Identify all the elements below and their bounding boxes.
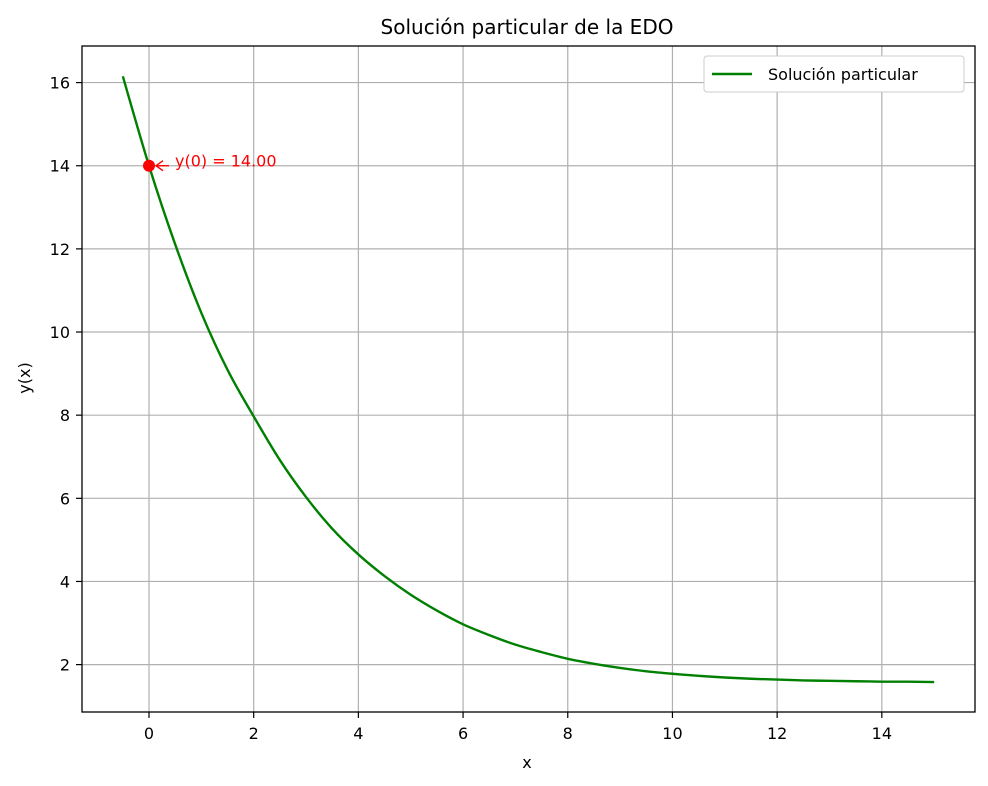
annotation-arrow-head [154, 160, 164, 172]
y-tick-label: 10 [50, 323, 70, 342]
y-tick-label: 12 [50, 240, 70, 259]
y-axis-ticks: 2 4 6 8 10 12 14 16 [50, 74, 82, 675]
x-tick-label: 8 [563, 724, 573, 743]
plot-area: y(0) = 14.00 [81, 45, 976, 713]
x-tick-label: 2 [249, 724, 259, 743]
y-axis-label: y(x) [15, 362, 34, 393]
x-axis-ticks: 0 2 4 6 8 10 12 14 [144, 712, 892, 743]
x-tick-label: 12 [767, 724, 787, 743]
annotation-arrow [154, 160, 170, 172]
x-tick-label: 4 [353, 724, 363, 743]
y-tick-label: 4 [60, 572, 70, 591]
x-tick-label: 10 [662, 724, 682, 743]
y-tick-label: 16 [50, 74, 70, 93]
annotation-label: y(0) = 14.00 [175, 152, 277, 171]
legend-label: Solución particular [768, 65, 918, 84]
x-axis-label: x [522, 753, 531, 772]
y-tick-label: 8 [60, 406, 70, 425]
plot-background [82, 46, 975, 712]
legend: Solución particular [703, 55, 965, 93]
y-tick-label: 6 [60, 489, 70, 508]
series-line-solucion-particular [121, 76, 935, 684]
plot-frame [81, 45, 976, 713]
chart-title: Solución particular de la EDO [381, 15, 674, 39]
x-tick-label: 6 [458, 724, 468, 743]
grid [82, 46, 975, 712]
y-tick-label: 2 [60, 656, 70, 675]
legend-box [703, 55, 965, 93]
x-tick-label: 0 [144, 724, 154, 743]
x-tick-label: 14 [872, 724, 892, 743]
y-tick-label: 14 [50, 157, 70, 176]
initial-condition-point [143, 159, 156, 172]
